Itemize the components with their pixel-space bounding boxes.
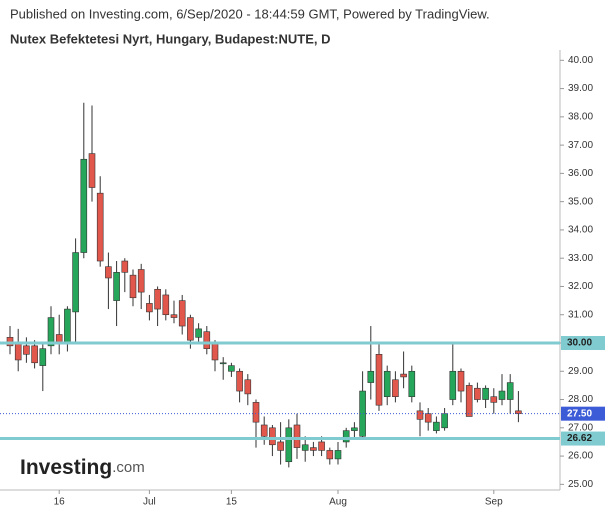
last-price-label: 27.50	[567, 408, 592, 419]
candle-body	[433, 421, 440, 431]
candle-body	[162, 294, 170, 316]
last-price-box	[561, 406, 605, 421]
candle-body	[244, 379, 252, 395]
candle-body	[88, 153, 96, 188]
y-tick-label: 34.00	[568, 225, 593, 236]
candle-body	[351, 427, 358, 431]
candle-body	[39, 348, 47, 366]
candle-body	[498, 390, 506, 400]
x-tick-label: 15	[226, 497, 238, 508]
subtitle: Published on Investing.com, 6/Sep/2020 -…	[10, 6, 490, 21]
candle-body	[31, 345, 38, 364]
candle-body	[342, 430, 350, 443]
candle-body	[228, 365, 235, 372]
candle-body	[301, 444, 309, 451]
candle-body	[47, 317, 55, 347]
x-tick-label: 16	[54, 497, 66, 508]
y-tick-label: 38.00	[568, 111, 593, 122]
candle-body	[441, 413, 448, 429]
candle-body	[506, 382, 514, 400]
candle-body	[334, 450, 342, 460]
candle-body	[187, 317, 194, 341]
chart-title: Nutex Befektetesi Nyrt, Hungary, Budapes…	[10, 31, 331, 46]
candle-body	[400, 373, 407, 378]
x-tick-label: Aug	[329, 497, 347, 508]
y-tick-label: 25.00	[568, 479, 593, 490]
candle-body	[318, 441, 325, 451]
candle-body	[416, 410, 424, 420]
y-tick-label: 37.00	[568, 140, 593, 151]
level-label-box	[561, 431, 605, 446]
candle-body	[23, 345, 30, 355]
candle-body	[195, 328, 202, 338]
candle-body	[137, 269, 145, 293]
logo-brand: Investing	[20, 456, 112, 479]
candle-body	[105, 266, 112, 279]
logo-suffix: .com	[112, 459, 145, 476]
y-tick-label: 36.00	[568, 168, 593, 179]
y-tick-label: 40.00	[568, 55, 593, 66]
y-tick-label: 32.00	[568, 281, 593, 292]
candle-body	[515, 410, 522, 414]
candle-body	[260, 424, 268, 437]
candle-body	[219, 362, 227, 365]
y-tick-label: 35.00	[568, 196, 593, 207]
y-tick-label: 29.00	[568, 366, 593, 377]
y-tick-label: 39.00	[568, 83, 593, 94]
candle-body	[170, 314, 178, 318]
candle-body	[236, 370, 243, 392]
candle-body	[203, 331, 211, 349]
y-tick-label: 26.00	[568, 451, 593, 462]
candle-body	[129, 274, 137, 299]
candle-body	[211, 342, 219, 361]
level-label: 30.00	[567, 338, 592, 349]
candle-body	[449, 370, 457, 400]
y-tick-label: 27.00	[568, 422, 593, 433]
candle-body	[293, 424, 301, 448]
candle-body	[121, 260, 129, 273]
candle-body	[375, 354, 383, 406]
candle-body	[72, 252, 79, 313]
candle-body	[383, 370, 391, 398]
level-label: 26.62	[567, 433, 592, 444]
candle-body	[96, 192, 104, 262]
candle-body	[326, 450, 334, 460]
candle-body	[64, 308, 71, 344]
y-tick-label: 33.00	[568, 253, 593, 264]
candle-body	[285, 427, 293, 463]
candle-body	[146, 303, 153, 313]
candle-body	[178, 300, 186, 327]
candle-body	[359, 390, 366, 437]
candle-body	[252, 402, 260, 423]
candle-body	[269, 427, 276, 446]
candle-body	[457, 370, 465, 392]
candle-body	[474, 387, 481, 400]
x-tick-label: Jul	[143, 497, 156, 508]
candle-body	[80, 158, 88, 253]
candle-body	[465, 385, 473, 417]
candle-body	[392, 379, 399, 398]
candle-body	[277, 441, 284, 451]
x-tick-label: Sep	[485, 497, 503, 508]
y-tick-label: 28.00	[568, 394, 593, 405]
candle-body	[490, 396, 498, 403]
logo: Investing.com	[20, 456, 145, 479]
level-label-box	[561, 336, 605, 350]
candle-body	[310, 447, 317, 451]
candle-body	[113, 272, 120, 301]
candle-body	[14, 342, 22, 361]
candle-body	[367, 370, 375, 383]
y-tick-label: 31.00	[568, 309, 593, 320]
candle-body	[482, 387, 489, 400]
candle-body	[154, 288, 161, 310]
candle-body	[424, 413, 432, 423]
candle-body	[408, 370, 416, 398]
